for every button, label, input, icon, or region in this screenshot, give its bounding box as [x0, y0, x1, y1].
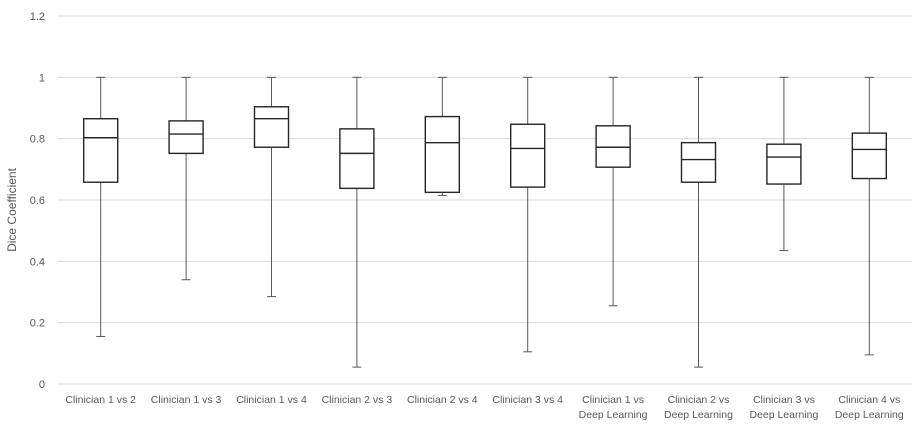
- x-category-label-line: Deep Learning: [749, 409, 818, 421]
- box-item: [510, 76, 546, 353]
- box-item: [253, 76, 290, 298]
- y-tick-label: 0.6: [30, 195, 45, 207]
- y-tick-label: 0.2: [30, 318, 45, 330]
- iqr-box: [82, 118, 119, 183]
- box-item: [82, 76, 119, 337]
- x-category-label-line: Deep Learning: [664, 409, 733, 421]
- y-axis-tick-labels: 0 0.2 0.4 0.6 0.8 1 1.2: [30, 11, 45, 391]
- iqr-box: [510, 123, 546, 188]
- x-category-label-line: Deep Learning: [835, 409, 904, 421]
- x-category-label: Clinician 2 vs Deep Learning: [664, 394, 733, 421]
- x-category-label-line: Clinician 2 vs: [668, 394, 730, 406]
- x-category-label: Clinician 1 vs 3: [151, 394, 222, 406]
- x-axis-category-labels: Clinician 1 vs 2 Clinician 1 vs 3 Clinicia…: [65, 394, 904, 421]
- y-tick-label: 0.4: [30, 256, 45, 268]
- y-axis-title: Dice Coefficient: [5, 167, 19, 251]
- iqr-box: [253, 106, 290, 148]
- x-category-label-line: Clinician 2 vs 4: [407, 394, 478, 406]
- box-item: [595, 76, 631, 307]
- x-category-label-line: Deep Learning: [579, 409, 648, 421]
- x-category-label: Clinician 2 vs 4: [407, 394, 478, 406]
- x-category-label: Clinician 2 vs 3: [322, 394, 393, 406]
- x-category-label-line: Clinician 1 vs: [582, 394, 644, 406]
- iqr-box: [168, 120, 204, 155]
- iqr-box: [595, 125, 631, 168]
- iqr-box: [680, 141, 717, 183]
- iqr-box: [424, 115, 460, 194]
- x-category-label: Clinician 1 vs 4: [236, 394, 307, 406]
- x-category-label: Clinician 3 vs Deep Learning: [749, 394, 818, 421]
- x-category-label-line: Clinician 1 vs 4: [236, 394, 307, 406]
- box-item: [424, 76, 460, 196]
- x-category-label-line: Clinician 2 vs 3: [322, 394, 393, 406]
- x-category-label-line: Clinician 1 vs 2: [65, 394, 136, 406]
- box-item: [766, 76, 802, 252]
- iqr-box: [339, 128, 375, 190]
- x-category-label: Clinician 3 vs 4: [492, 394, 563, 406]
- box-item: [168, 76, 204, 281]
- x-category-label-line: Clinician 4 vs: [838, 394, 900, 406]
- y-tick-label: 0.8: [30, 134, 45, 146]
- x-category-label: Clinician 4 vs Deep Learning: [835, 394, 904, 421]
- x-category-label: Clinician 1 vs 2: [65, 394, 136, 406]
- box-item: [339, 76, 375, 368]
- y-tick-label: 1.2: [30, 11, 45, 23]
- y-tick-label: 0: [39, 379, 45, 391]
- box-series: [82, 76, 887, 368]
- x-category-label: Clinician 1 vs Deep Learning: [579, 394, 648, 421]
- box-item: [680, 76, 717, 368]
- box-item: [851, 76, 887, 356]
- iqr-box: [851, 132, 887, 180]
- y-tick-label: 1: [39, 72, 45, 84]
- x-category-label-line: Clinician 1 vs 3: [151, 394, 222, 406]
- x-category-label-line: Clinician 3 vs 4: [492, 394, 563, 406]
- iqr-box: [766, 143, 802, 185]
- x-category-label-line: Clinician 3 vs: [753, 394, 815, 406]
